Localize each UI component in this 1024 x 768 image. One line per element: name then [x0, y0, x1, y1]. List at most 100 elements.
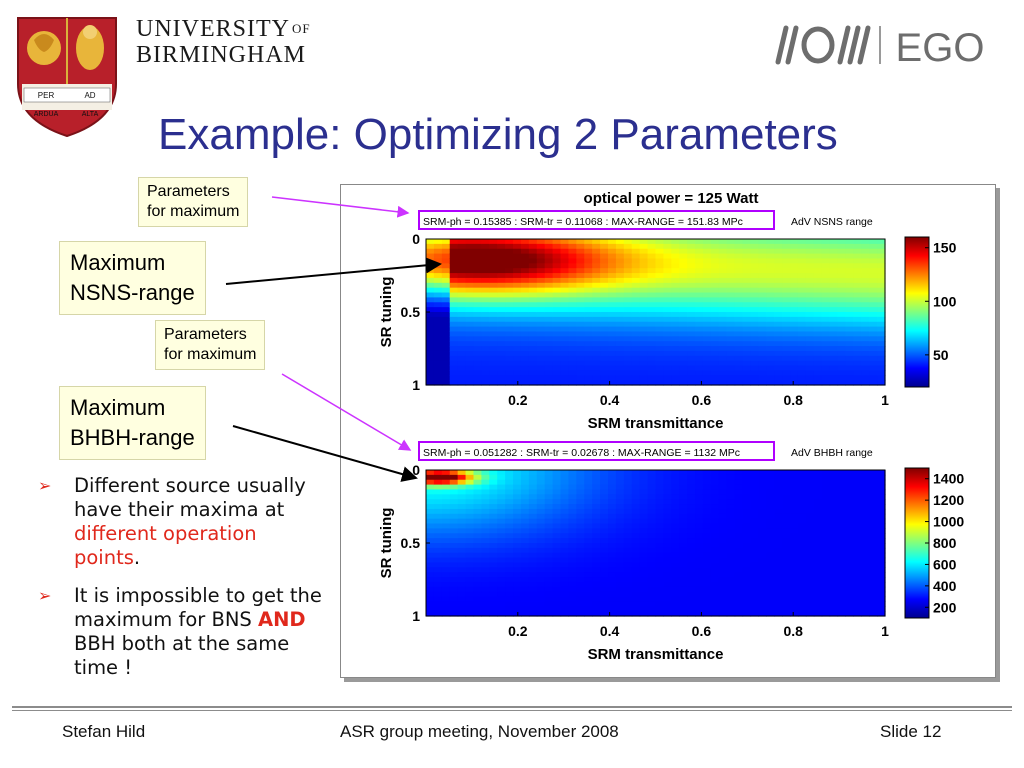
heatmap-cell: [766, 577, 775, 583]
heatmap-cell: [615, 504, 625, 510]
heatmap-cell: [600, 508, 609, 515]
heatmap-cell: [782, 341, 791, 347]
heatmap-cell: [750, 474, 759, 481]
heatmap-cell: [702, 360, 712, 367]
heatmap-cell: [718, 355, 728, 362]
heatmap-cell: [647, 494, 657, 500]
heatmap-cell: [782, 489, 791, 495]
heatmap-cell: [655, 601, 665, 607]
heatmap-cell: [528, 355, 538, 362]
heatmap-cell: [734, 287, 744, 294]
heatmap-cell: [433, 292, 443, 298]
heatmap-cell: [687, 370, 696, 376]
heatmap-cell: [845, 479, 854, 486]
heatmap-cell: [758, 302, 767, 308]
heatmap-cell: [481, 258, 490, 264]
heatmap-cell: [552, 518, 562, 525]
heatmap-cell: [877, 489, 886, 495]
heatmap-cell: [687, 331, 696, 337]
heatmap-cell: [790, 258, 799, 264]
heatmap-cell: [600, 601, 609, 607]
heatmap-cell: [433, 567, 443, 573]
heatmap-cell: [782, 562, 791, 568]
heatmap-cell: [631, 494, 641, 500]
heatmap-cell: [758, 355, 767, 362]
heatmap-cell: [433, 504, 443, 510]
heatmap-cell: [869, 350, 878, 357]
heatmap-cell: [426, 312, 435, 318]
x-tick-label: 0.6: [692, 623, 712, 639]
heatmap-cell: [782, 508, 791, 515]
heatmap-cell: [774, 341, 783, 347]
heatmap-cell: [877, 243, 886, 250]
heatmap-cell: [473, 601, 482, 607]
heatmap-cell: [647, 277, 657, 284]
heatmap-cell: [869, 596, 878, 602]
heatmap-cell: [671, 533, 680, 539]
heatmap-cell: [655, 484, 665, 491]
heatmap-cell: [829, 557, 839, 564]
callout-maximum-bhbh-range: Maximum BHBH-range: [59, 386, 206, 460]
heatmap-cell: [805, 528, 815, 534]
heatmap-cell: [790, 508, 799, 515]
heatmap-cell: [702, 591, 712, 598]
heatmap-cell: [536, 350, 546, 357]
heatmap-cell: [473, 312, 482, 318]
heatmap-cell: [615, 350, 625, 357]
heatmap-cell: [615, 552, 625, 559]
heatmap-cell: [702, 572, 712, 578]
heatmap-cell: [489, 350, 498, 357]
heatmap-cell: [473, 239, 482, 245]
heatmap-cell: [647, 591, 657, 598]
heatmap-cell: [837, 346, 847, 352]
heatmap-cell: [457, 277, 467, 284]
heatmap-cell: [552, 601, 562, 607]
heatmap-cell: [695, 523, 704, 529]
heatmap-cell: [513, 557, 522, 564]
heatmap-cell: [710, 528, 720, 534]
heatmap-cell: [718, 557, 728, 564]
heatmap-cell: [497, 474, 506, 481]
heatmap-cell: [813, 312, 823, 318]
heatmap-cell: [845, 302, 854, 308]
heatmap-cell: [837, 258, 847, 264]
heatmap-cell: [639, 489, 649, 495]
heatmap-cell: [766, 523, 775, 529]
heatmap-cell: [600, 591, 609, 598]
bullet-end: .: [133, 546, 141, 569]
heatmap-cell: [647, 239, 657, 245]
heatmap-cell: [695, 562, 704, 568]
heatmap-cell: [837, 263, 847, 269]
heatmap-cell: [750, 268, 759, 274]
heatmap-cell: [584, 591, 593, 598]
heatmap-cell: [837, 370, 847, 376]
heatmap-cell: [568, 601, 577, 607]
heatmap-cell: [702, 239, 712, 245]
heatmap-cell: [623, 350, 633, 357]
heatmap-cell: [528, 547, 538, 554]
heatmap-cell: [702, 336, 712, 342]
heatmap-cell: [758, 375, 767, 381]
heatmap-cell: [655, 243, 665, 250]
heatmap-cell: [568, 513, 577, 520]
heatmap-cell: [584, 312, 593, 318]
heatmap-cell: [615, 518, 625, 525]
heatmap-cell: [608, 380, 617, 386]
heatmap-cell: [647, 577, 657, 583]
heatmap-cell: [782, 297, 791, 303]
heatmap-cell: [877, 277, 886, 284]
heatmap-cell: [489, 567, 498, 573]
heatmap-cell: [449, 302, 459, 308]
heatmap-cell: [489, 518, 498, 525]
heatmap-cell: [568, 365, 577, 371]
heatmap-cell: [726, 380, 736, 386]
colorbar-tick-label: 1400: [933, 471, 964, 487]
heatmap-cell: [750, 355, 759, 362]
heatmap-cell: [631, 273, 641, 279]
heatmap-cell: [710, 533, 720, 539]
heatmap-cell: [663, 513, 672, 520]
heatmap-cell: [845, 346, 854, 352]
heatmap-cell: [505, 484, 514, 491]
heatmap-cell: [513, 606, 522, 612]
heatmap-cell: [513, 538, 522, 544]
